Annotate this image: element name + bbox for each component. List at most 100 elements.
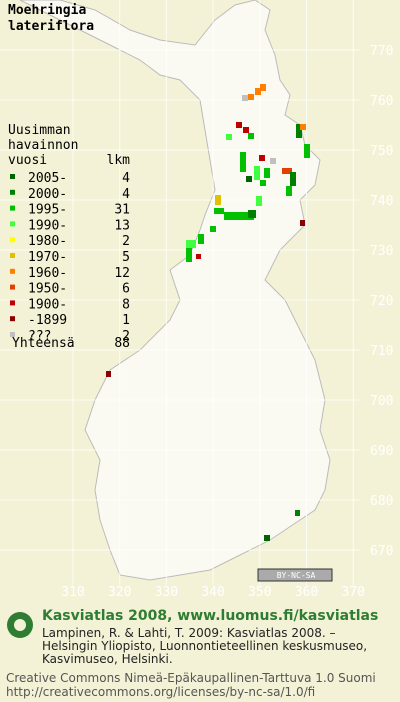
legend-label: 2005-	[28, 171, 67, 186]
x-label: 350	[248, 585, 271, 600]
citation-line: Kasvimuseo, Helsinki.	[42, 652, 173, 666]
observation-marker	[210, 226, 216, 232]
observation-marker	[215, 195, 221, 205]
observation-marker	[224, 212, 254, 220]
legend-swatch	[10, 332, 15, 337]
observation-marker	[290, 172, 296, 186]
y-label: 690	[370, 444, 393, 459]
license-line: http://creativecommons.org/licenses/by-n…	[6, 685, 315, 699]
legend-count: 1	[122, 313, 130, 328]
legend-swatch	[10, 205, 15, 211]
x-label: 310	[61, 585, 84, 600]
species-title-2: lateriflora	[8, 19, 94, 34]
observation-marker	[242, 95, 248, 101]
grid: 310 320 330 340 350 360 370 770 760 750 740 730 720 7…	[0, 0, 393, 600]
observation-marker	[260, 180, 266, 186]
y-label: 710	[370, 344, 393, 359]
legend-label: ???	[28, 329, 51, 344]
observation-marker	[248, 210, 256, 218]
observation-marker	[198, 234, 204, 244]
observation-marker	[246, 176, 252, 182]
cc-badge	[257, 568, 333, 582]
legend-count: 12	[114, 266, 130, 281]
legend-count: 4	[122, 187, 130, 202]
legend-heading-1: Uusimman	[8, 123, 71, 138]
species-title-1: Moehringia	[8, 3, 86, 18]
y-label: 750	[370, 144, 393, 159]
y-label: 770	[370, 44, 393, 59]
legend-swatch	[10, 284, 15, 290]
y-label: 680	[370, 494, 393, 509]
legend-swatch	[10, 189, 15, 195]
legend-count: 13	[114, 218, 130, 233]
legend-label: -1899	[28, 313, 67, 328]
observation-marker	[236, 122, 242, 128]
observation-marker	[196, 254, 201, 259]
observation-marker	[259, 155, 265, 161]
legend-label: 1960-	[28, 266, 67, 281]
x-label: 370	[341, 585, 364, 600]
observation-marker	[300, 220, 305, 226]
observation-marker	[264, 535, 270, 541]
observation-marker	[106, 371, 111, 377]
y-label: 670	[370, 544, 393, 559]
observation-marker	[270, 158, 276, 164]
legend-heading-2: havainnon	[8, 138, 78, 153]
y-label: 730	[370, 244, 393, 259]
legend-count-heading: lkm	[107, 153, 131, 168]
observation-marker	[300, 124, 306, 130]
markers	[106, 84, 310, 541]
legend-swatch	[10, 300, 15, 306]
observation-marker	[296, 124, 302, 138]
legend-swatch	[10, 253, 15, 258]
observation-marker	[240, 152, 246, 172]
y-label: 700	[370, 394, 393, 409]
observation-marker	[226, 134, 232, 140]
legend-label: 1980-	[28, 234, 67, 249]
observation-marker	[214, 208, 224, 214]
y-label: 740	[370, 194, 393, 209]
citation-line: Helsingin Yliopisto, Luonnontieteellinen…	[42, 639, 367, 653]
observation-marker	[295, 510, 300, 516]
logo-inner	[14, 619, 26, 631]
observation-marker	[286, 186, 292, 196]
observation-marker	[282, 168, 292, 174]
cc-badge-text: BY-NC-SA	[277, 571, 316, 580]
observation-marker	[260, 84, 266, 91]
observation-marker	[255, 88, 261, 95]
observation-marker	[248, 94, 254, 100]
observation-marker	[304, 144, 310, 158]
legend-swatch	[10, 237, 15, 243]
license-line: Creative Commons Nimeä-Epäkaupallinen-Ta…	[6, 671, 376, 685]
legend-swatch	[10, 174, 15, 179]
y-label: 720	[370, 294, 393, 309]
total-label: Yhteensä	[12, 336, 75, 351]
x-label: 320	[108, 585, 131, 600]
observation-marker	[186, 240, 196, 248]
legend: 2005- 4 2000- 4 1995- 31 1990- 13 1980- 2 1970- 5 19…	[10, 171, 130, 344]
legend-label: 2000-	[28, 187, 67, 202]
legend-label: 1995-	[28, 203, 67, 218]
legend-count: 31	[114, 203, 130, 218]
observation-marker	[264, 168, 270, 178]
total-count: 88	[114, 336, 130, 351]
legend-count: 2	[122, 329, 130, 344]
observation-marker	[254, 166, 260, 180]
legend-heading-3: vuosi	[8, 153, 47, 168]
y-label: 760	[370, 94, 393, 109]
citation-line: Lampinen, R. & Lahti, T. 2009: Kasviatla…	[42, 626, 336, 640]
x-label: 340	[201, 585, 224, 600]
legend-swatch	[10, 268, 15, 274]
observation-marker	[256, 196, 262, 206]
observation-marker	[248, 133, 254, 139]
legend-swatch	[10, 221, 15, 227]
legend-label: 1990-	[28, 218, 67, 233]
legend-count: 4	[122, 171, 130, 186]
legend-label: 1950-	[28, 282, 67, 297]
observation-marker	[243, 127, 249, 133]
observation-marker	[186, 248, 192, 262]
legend-label: 1970-	[28, 250, 67, 265]
legend-count: 2	[122, 234, 130, 249]
